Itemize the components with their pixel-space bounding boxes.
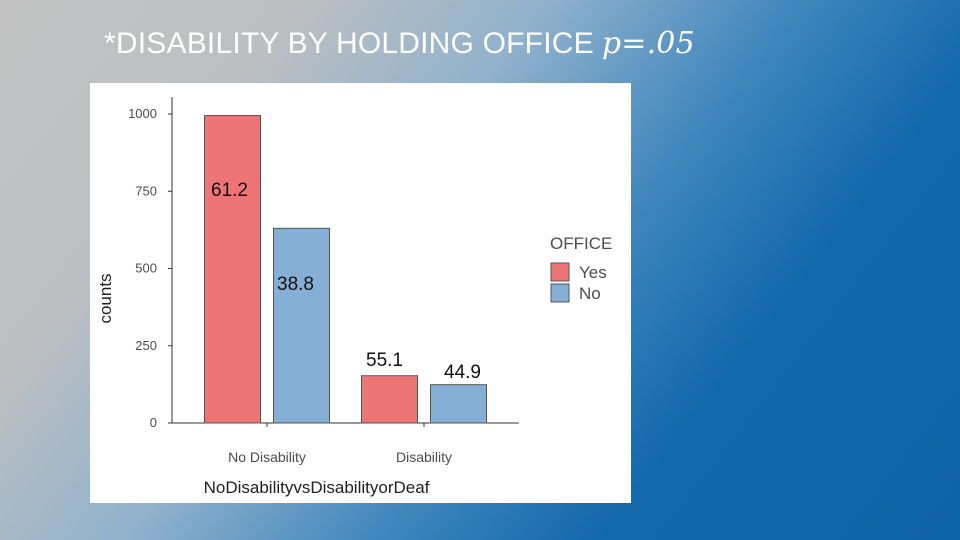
bar-no-0 (273, 227, 330, 424)
bar-no-1 (430, 384, 487, 424)
p-value: p=.05 (601, 26, 695, 61)
title-text: *DISABILITY BY HOLDING OFFICE (104, 27, 594, 60)
data-label-pct: 44.9 (444, 362, 481, 383)
y-tick-label: 1000 (128, 106, 157, 121)
bar-yes-1 (361, 375, 418, 424)
slide-title: *DISABILITY BY HOLDING OFFICE p=.05 (104, 26, 695, 61)
legend-title: OFFICE (550, 234, 612, 253)
y-axis-title: counts (96, 273, 115, 323)
legend-label-no: No (579, 284, 601, 303)
legend-swatch-no (550, 283, 570, 303)
bar-yes-0 (204, 115, 261, 424)
legend-swatch-yes (550, 262, 570, 282)
y-tick-label: 750 (135, 183, 157, 198)
y-tick-label: 500 (135, 261, 157, 276)
data-label-pct: 38.8 (277, 274, 314, 295)
x-tick-label: No Disability (228, 449, 306, 465)
legend-label-yes: Yes (579, 263, 607, 282)
data-label-pct: 55.1 (366, 350, 403, 371)
y-tick-label: 0 (150, 415, 157, 430)
data-label-pct: 61.2 (211, 180, 248, 201)
chart-panel: 0 250 500 750 1000 No Disability Disability 61.… (90, 83, 631, 503)
x-axis-title: NoDisabilityvsDisabilityorDeaf (204, 478, 430, 497)
x-tick-label: Disability (396, 449, 452, 465)
y-tick-label: 250 (135, 338, 157, 353)
bar-chart: 0 250 500 750 1000 No Disability Disability 61.… (96, 97, 612, 497)
